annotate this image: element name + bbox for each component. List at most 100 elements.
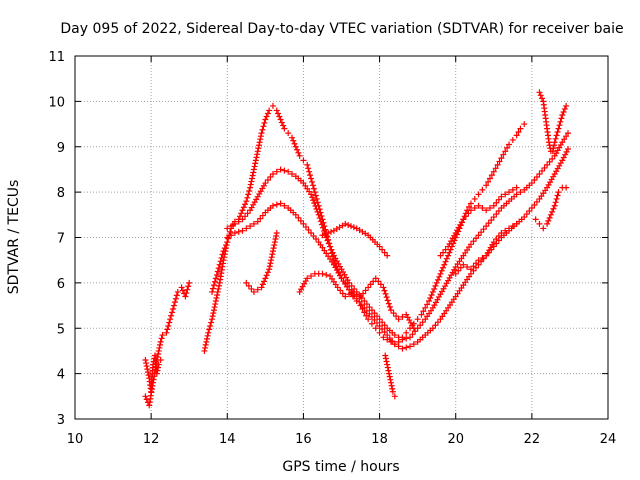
data-point [563, 133, 570, 140]
data-point [239, 216, 246, 223]
data-point [243, 279, 250, 286]
data-point [202, 344, 209, 351]
data-point [533, 198, 540, 205]
data-point [266, 263, 273, 270]
series-track-f [319, 220, 391, 259]
data-point [467, 200, 474, 207]
data-point [550, 205, 557, 212]
data-point [207, 322, 214, 329]
data-point [249, 172, 256, 179]
data-point [470, 238, 477, 245]
data-point [289, 170, 296, 177]
data-point [372, 275, 379, 282]
data-point [457, 264, 464, 271]
data-point [479, 205, 486, 212]
data-point [480, 226, 487, 233]
data-point [393, 313, 400, 320]
series-track-m [142, 352, 164, 395]
data-point [521, 121, 528, 128]
data-point [365, 316, 372, 323]
data-point [267, 174, 274, 180]
data-point [384, 361, 391, 368]
data-point [385, 300, 392, 307]
data-point [362, 287, 369, 294]
series-track-j [452, 220, 520, 277]
data-point [376, 316, 383, 323]
data-point [210, 282, 217, 289]
data-point [531, 177, 538, 184]
data-point [557, 118, 564, 125]
data-point [145, 372, 152, 379]
data-point [442, 246, 449, 253]
data-point [292, 211, 299, 218]
tick-layer: 10 12 14 16 18 20 22 24 3 4 5 6 7 8 9 10 11 [48, 50, 616, 447]
data-point [327, 243, 334, 250]
data-point [526, 208, 533, 215]
data-point [388, 382, 395, 389]
x-tick-label: 20 [447, 432, 464, 447]
data-point [395, 334, 402, 341]
data-point [273, 232, 280, 239]
data-point [224, 225, 231, 232]
data-point [363, 301, 370, 308]
data-point [277, 200, 284, 207]
data-point [178, 284, 185, 291]
data-point [142, 393, 149, 400]
data-point [305, 165, 312, 172]
data-point [228, 223, 235, 230]
data-point [495, 196, 502, 203]
data-point [490, 168, 497, 175]
data-point [371, 310, 378, 317]
data-point [504, 144, 511, 151]
data-point [496, 158, 503, 165]
data-point [443, 255, 450, 262]
data-point [277, 116, 284, 123]
data-point [346, 291, 353, 298]
data-point [249, 175, 256, 182]
data-point [387, 338, 394, 345]
data-point [157, 357, 164, 364]
data-point [442, 258, 449, 265]
data-point [436, 273, 443, 280]
data-point [483, 207, 490, 214]
data-point [417, 322, 424, 329]
data-point [513, 191, 520, 198]
data-point [432, 322, 439, 329]
data-point [297, 217, 304, 224]
data-point [549, 208, 556, 215]
data-point [313, 195, 320, 202]
data-point [315, 211, 322, 218]
data-point [312, 203, 319, 210]
x-tick-label: 24 [600, 432, 617, 447]
data-point [493, 236, 500, 243]
data-point [268, 257, 275, 264]
series-track-n [209, 239, 231, 295]
data-point [210, 285, 217, 292]
data-point [173, 292, 180, 299]
data-point [387, 376, 394, 383]
data-point [143, 363, 150, 370]
data-point [353, 291, 360, 298]
data-point [263, 113, 270, 120]
data-point [445, 252, 452, 259]
data-point [383, 358, 390, 365]
data-point [462, 213, 469, 220]
data-point [255, 145, 262, 152]
data-point [495, 232, 502, 239]
data-point [206, 326, 213, 333]
y-tick-label: 8 [57, 186, 65, 201]
data-point [218, 254, 225, 261]
data-point [473, 235, 480, 242]
data-point [515, 129, 522, 136]
plot-frame [74, 55, 609, 420]
data-point [210, 307, 217, 314]
data-point [319, 270, 326, 277]
data-point [313, 236, 320, 243]
data-point [382, 290, 389, 297]
data-point [346, 279, 353, 286]
data-point [467, 207, 474, 214]
data-point [381, 249, 388, 256]
data-point [154, 367, 161, 374]
data-point [179, 287, 186, 294]
data-point [342, 220, 349, 227]
